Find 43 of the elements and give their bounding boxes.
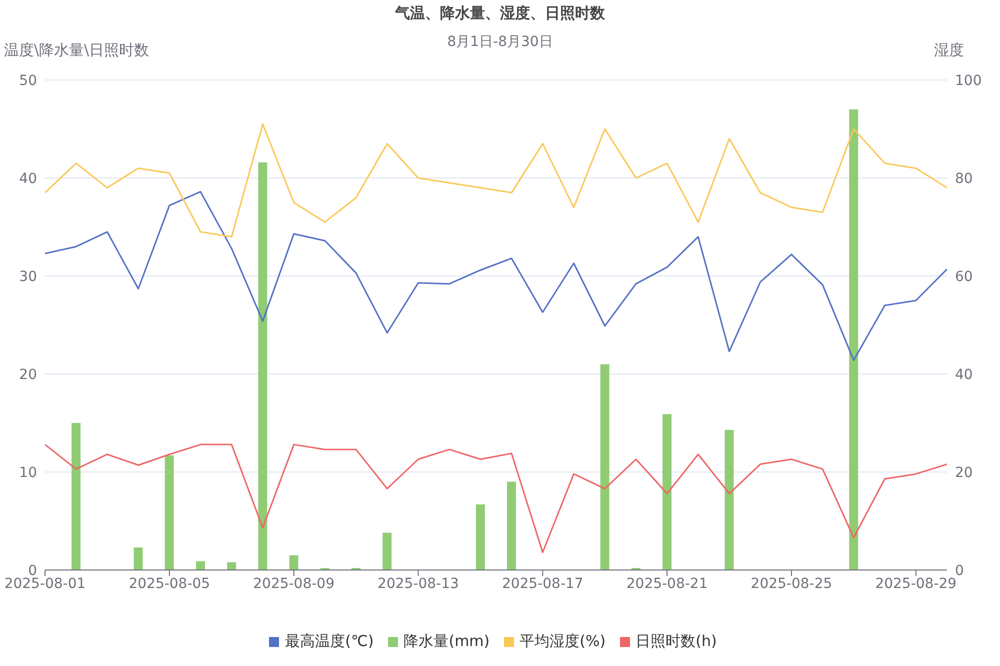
line-series [45,444,947,554]
y2-tick-label: 0 [955,562,964,579]
bar [258,162,268,570]
bar [164,455,174,570]
y2-tick-label: 80 [955,170,973,187]
x-tick-label: 2025-08-09 [253,576,335,592]
line-series [45,123,947,238]
bar [196,561,205,570]
legend-label: 平均湿度(%) [520,632,606,651]
y-tick-label: 50 [19,72,37,89]
y-tick-label: 20 [19,366,37,383]
bar [476,504,485,570]
x-tick-label: 2025-08-29 [875,576,957,592]
legend-label: 降水量(mm) [404,632,490,651]
bar [724,430,734,570]
bar [382,532,392,570]
chart-title: 气温、降水量、湿度、日照时数 [394,4,606,23]
y-tick-label: 10 [19,464,37,481]
bar [227,562,236,570]
y2-axis-title: 湿度 [934,41,964,60]
x-tick-label: 2025-08-17 [502,576,584,592]
chart-subtitle: 8月1日-8月30日 [447,34,553,50]
bar [662,414,672,570]
y2-tick-label: 40 [955,366,973,383]
bar [289,555,298,570]
bar [507,482,516,570]
legend-label: 日照时数(h) [636,632,717,651]
x-tick-label: 2025-08-05 [128,576,210,592]
x-tick-label: 2025-08-21 [626,576,708,592]
y2-tick-label: 60 [955,268,973,285]
bar [72,423,81,570]
y2-tick-label: 100 [955,72,982,89]
line-series [45,190,947,362]
x-tick-label: 2025-08-13 [378,576,459,592]
y2-tick-label: 20 [955,464,973,481]
x-tick-label: 2025-08-25 [750,576,832,592]
y-tick-label: 40 [19,170,37,187]
y-axis-title: 温度\降水量\日照时数 [4,41,150,60]
y-tick-label: 30 [19,268,37,285]
bar [600,364,610,570]
legend-label: 最高温度(℃) [285,632,374,651]
bar [134,547,143,570]
bar [849,109,858,570]
